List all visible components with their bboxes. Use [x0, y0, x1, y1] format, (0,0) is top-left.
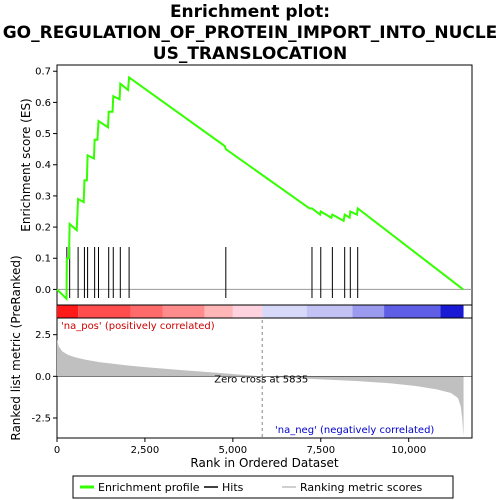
es-panel-frame: [56, 64, 473, 306]
color-bar-segment: [440, 305, 464, 318]
es-y-tick-label: 0.0: [35, 285, 51, 296]
x-tick-label: 2,500: [131, 445, 160, 456]
x-tick-label: 7,500: [306, 445, 335, 456]
color-bar-segment: [306, 305, 353, 318]
chart-title-line-2: GO_REGULATION_OF_PROTEIN_IMPORT_INTO_NUC…: [2, 23, 498, 43]
ranked-panel-frame: [56, 317, 473, 439]
color-bar-segment: [352, 305, 385, 318]
ranked-y-axis-label: Ranked list metric (PreRanked): [9, 255, 23, 440]
pos-correlated-label: 'na_pos' (positively correlated): [61, 321, 215, 332]
legend: Enrichment profile Hits Ranking metric sco…: [72, 475, 454, 499]
color-bar-segment: [78, 305, 131, 318]
legend-box: [72, 475, 454, 499]
legend-label: Ranking metric scores: [300, 481, 422, 494]
zero-cross-label: Zero cross at 5835: [214, 374, 308, 385]
es-y-tick-label: 0.2: [35, 223, 51, 234]
es-y-axis-label: Enrichment score (ES): [19, 98, 33, 231]
color-bar-segment: [130, 305, 163, 318]
color-bar-segment: [384, 305, 441, 318]
neg-correlated-label: 'na_neg' (negatively correlated): [275, 425, 434, 436]
color-bar-segment: [232, 305, 263, 318]
es-y-tick-label: 0.3: [35, 191, 51, 202]
legend-label: Hits: [222, 481, 244, 494]
color-bar-segment: [162, 305, 205, 318]
x-tick-label: 0: [54, 445, 60, 456]
es-y-tick-label: 0.7: [35, 67, 51, 78]
x-axis-label: Rank in Ordered Dataset: [190, 456, 338, 470]
ranked-y-tick-label: 0.0: [35, 372, 51, 383]
es-y-axis: 0.0 0.1 0.2 0.3 0.4 0.5 0.6 0.7: [35, 67, 57, 296]
enrichment-profile-line: [56, 75, 464, 302]
es-y-tick-label: 0.4: [35, 160, 51, 171]
color-bar-segment: [204, 305, 233, 318]
es-y-tick-label: 0.1: [35, 254, 51, 265]
x-tick-label: 5,000: [219, 445, 248, 456]
x-axis: 0 2,500 5,000 7,500 10,000: [54, 438, 426, 456]
ranked-y-tick-label: 2.5: [35, 330, 51, 341]
es-y-tick-label: 0.6: [35, 98, 51, 109]
ranked-y-axis: -2.5 0.0 2.5: [31, 330, 57, 425]
ranked-color-bar: [57, 305, 464, 318]
chart-title-line-1: Enrichment plot:: [169, 2, 331, 22]
chart-title-line-3: US_TRANSLOCATION: [152, 44, 348, 64]
legend-label: Enrichment profile: [98, 481, 200, 494]
hits-layer: [66, 247, 359, 298]
color-bar-segment: [262, 305, 307, 318]
color-bar-segment: [57, 305, 79, 318]
es-y-tick-label: 0.5: [35, 129, 51, 140]
ranking-metric-area: [57, 339, 464, 437]
x-tick-label: 10,000: [391, 445, 426, 456]
ranked-y-tick-label: -2.5: [31, 414, 51, 425]
